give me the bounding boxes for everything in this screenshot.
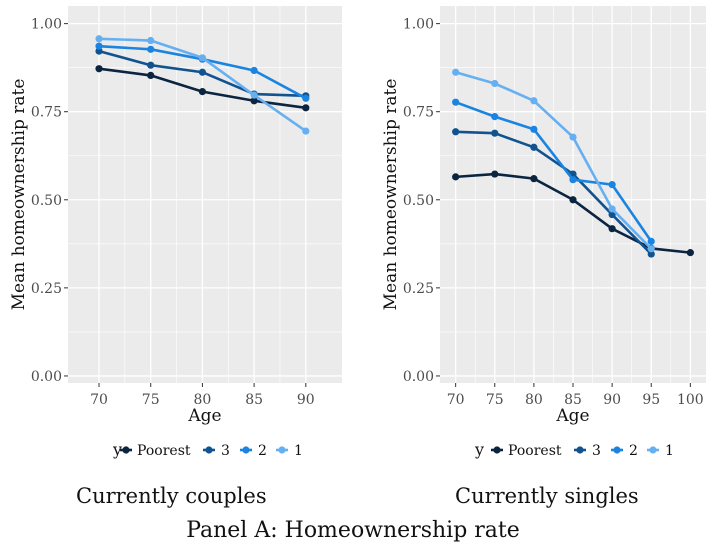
x-axis-title: Age	[187, 406, 221, 426]
right-panel-caption: Currently singles	[455, 484, 639, 508]
x-tick-label: 90	[603, 392, 621, 408]
data-point-2	[608, 181, 616, 189]
legend-label: 2	[258, 443, 267, 459]
data-point-poorest	[608, 225, 616, 233]
data-point-1	[198, 54, 207, 62]
data-point-poorest	[452, 173, 460, 181]
data-point-1	[95, 35, 103, 43]
data-point-1	[647, 245, 655, 253]
data-point-3	[198, 68, 207, 76]
data-point-2	[147, 45, 155, 53]
legend-key-point	[649, 446, 657, 454]
data-point-1	[608, 205, 616, 213]
x-tick-label: 75	[142, 392, 160, 408]
data-point-poorest	[686, 249, 694, 257]
data-point-1	[302, 127, 310, 135]
data-point-poorest	[250, 97, 258, 105]
legend: y Poorest 3 2 1	[112, 440, 303, 459]
legend-key-point	[493, 446, 501, 454]
x-tick-label: 85	[564, 392, 582, 408]
figure-caption: Panel A: Homeownership rate	[186, 518, 520, 543]
y-tick-label: 0.25	[403, 281, 434, 297]
x-tick-label: 75	[486, 392, 504, 408]
x-tick-label: 100	[677, 392, 704, 408]
y-tick-label: 1.00	[31, 17, 62, 33]
data-point-1	[452, 68, 460, 76]
legend-key-point	[278, 446, 286, 454]
legend-key-point	[576, 446, 584, 454]
data-point-1	[491, 79, 499, 88]
plot-background	[68, 6, 342, 383]
data-point-2	[491, 113, 499, 121]
data-point-3	[95, 47, 103, 55]
data-point-2	[569, 176, 577, 184]
legend-key-point	[613, 446, 621, 454]
data-point-2	[647, 237, 655, 245]
legend-key-point	[205, 446, 213, 454]
y-axis-title: Mean homeownership rate	[381, 79, 401, 311]
data-point-poorest	[95, 65, 103, 73]
y-tick-label: 1.00	[403, 17, 434, 33]
legend-key-point	[122, 446, 130, 454]
legend-label: Poorest	[508, 443, 562, 459]
data-point-2	[530, 125, 538, 133]
data-point-poorest	[530, 175, 538, 183]
series-line-2	[455, 100, 653, 243]
data-point-2	[250, 66, 258, 75]
x-tick-label: 70	[447, 392, 465, 408]
data-point-2	[302, 94, 310, 102]
data-point-3	[608, 210, 616, 219]
legend-label: Poorest	[137, 443, 191, 459]
data-point-1	[530, 97, 538, 105]
y-axis-title: Mean homeownership rate	[9, 79, 29, 311]
x-tick-label: 70	[90, 392, 108, 408]
data-point-poorest	[302, 104, 310, 112]
legend-key-point	[242, 446, 250, 454]
legend-label: 1	[294, 443, 303, 459]
data-point-3	[452, 128, 460, 136]
data-point-poorest	[491, 170, 499, 178]
data-point-2	[95, 42, 103, 50]
legend-title: y	[112, 440, 122, 459]
x-tick-label: 90	[297, 392, 315, 408]
legend-label: 2	[629, 443, 638, 459]
chart-panel-1: 0.00 0.25 0.50 0.75 1.00 70 75 80 85 90 Age Mean ho…	[9, 6, 342, 459]
y-tick-label: 0.50	[403, 193, 434, 209]
legend-label: 1	[665, 443, 674, 459]
x-tick-label: 80	[525, 392, 543, 408]
data-point-3	[147, 61, 155, 69]
data-point-1	[250, 91, 258, 99]
chart-panel-2: 0.00 0.25 0.50 0.75 1.00 70 75 80 85 90 95 100 Age Me…	[381, 6, 706, 459]
data-point-1	[569, 133, 577, 141]
y-tick-label: 0.50	[31, 193, 62, 209]
series-line-3	[455, 130, 653, 255]
series-line-1	[455, 70, 653, 250]
y-tick-label: 0.00	[31, 369, 62, 385]
legend-title: y	[474, 440, 484, 459]
y-tick-label: 0.75	[31, 105, 62, 121]
x-tick-label: 80	[194, 392, 212, 408]
data-point-poorest	[147, 71, 155, 80]
data-point-poorest	[198, 88, 207, 96]
legend-label: 3	[592, 443, 601, 459]
data-point-3	[491, 129, 499, 137]
data-point-3	[647, 250, 655, 258]
data-point-1	[147, 36, 155, 45]
x-tick-label: 85	[245, 392, 263, 408]
data-point-poorest	[569, 196, 577, 204]
y-tick-label: 0.25	[31, 281, 62, 297]
left-panel-caption: Currently couples	[76, 484, 267, 508]
x-axis-title: Age	[555, 406, 589, 426]
legend: y Poorest 3 2 1	[474, 440, 674, 459]
x-tick-label: 95	[642, 392, 660, 408]
y-tick-label: 0.75	[403, 105, 434, 121]
y-tick-label: 0.00	[403, 369, 434, 385]
data-point-2	[452, 98, 460, 106]
legend-label: 3	[221, 443, 230, 459]
data-point-3	[530, 143, 538, 151]
